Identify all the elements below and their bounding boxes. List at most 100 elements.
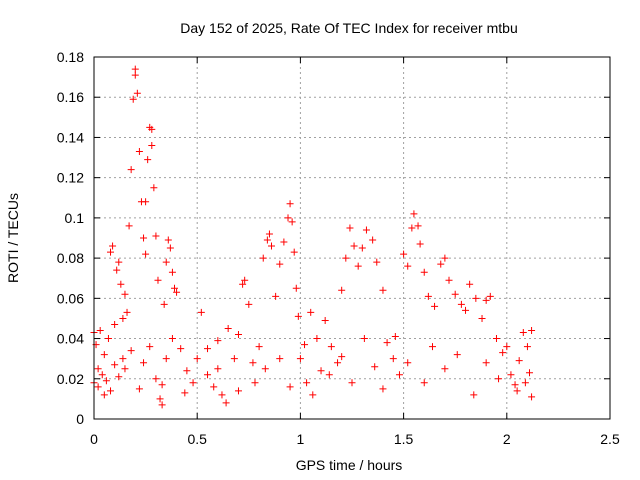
data-point: [395, 371, 403, 379]
data-point: [334, 359, 342, 367]
data-point: [245, 300, 253, 308]
data-point: [131, 65, 139, 73]
data-point: [94, 365, 102, 373]
data-point: [404, 262, 412, 270]
data-point: [98, 371, 106, 379]
data-point: [115, 258, 123, 266]
data-point: [268, 242, 276, 250]
data-point: [284, 214, 292, 222]
data-point: [441, 365, 449, 373]
chart-title: Day 152 of 2025, Rate Of TEC Index for r…: [180, 20, 517, 36]
data-point: [391, 333, 399, 341]
data-point: [360, 335, 368, 343]
x-tick-label: 0.5: [187, 431, 207, 447]
grid: [94, 57, 610, 419]
y-tick-label: 0.04: [57, 331, 84, 347]
y-tick-label: 0: [76, 411, 84, 427]
data-point: [224, 325, 232, 332]
data-point: [276, 355, 284, 363]
data-point: [362, 226, 370, 234]
data-point: [379, 286, 387, 294]
data-point: [309, 391, 317, 399]
y-tick-label: 0.16: [57, 89, 84, 105]
data-point: [451, 290, 459, 298]
data-point: [107, 387, 115, 395]
data-point: [420, 268, 428, 276]
data-point: [140, 359, 148, 367]
data-point: [181, 389, 189, 397]
data-point: [389, 355, 397, 363]
data-point: [214, 365, 222, 373]
data-point: [495, 375, 503, 383]
x-tick-label: 1.5: [394, 431, 414, 447]
data-point: [416, 240, 424, 248]
data-point: [482, 359, 490, 367]
data-point: [478, 314, 486, 322]
data-point: [358, 244, 366, 252]
data-point: [148, 125, 156, 133]
data-point: [160, 300, 168, 308]
data-point: [107, 248, 115, 256]
data-point: [255, 343, 263, 351]
data-point: [162, 258, 170, 266]
data-point: [133, 89, 141, 97]
axis-ticks: 0 0.5 1 1.5 2 2.5 0 0.02 0.04 0.06 0.08 0.1 0.12 0.14…: [57, 49, 620, 447]
data-point: [135, 385, 143, 393]
data-point: [170, 284, 178, 292]
data-point: [100, 391, 108, 399]
data-point: [414, 222, 422, 230]
y-tick-label: 0.06: [57, 290, 84, 306]
data-point: [296, 355, 304, 363]
data-point: [146, 343, 154, 351]
data-point: [350, 242, 358, 250]
data-point: [346, 224, 354, 232]
data-point: [121, 290, 129, 298]
data-point: [526, 369, 534, 377]
data-point: [470, 391, 478, 399]
data-point: [150, 184, 158, 192]
data-point: [288, 218, 296, 226]
y-axis-label: ROTI / TECUs: [5, 193, 21, 283]
data-point: [437, 260, 445, 268]
data-point: [197, 308, 205, 316]
data-point: [307, 308, 315, 316]
data-point: [127, 166, 135, 174]
data-point: [204, 345, 212, 353]
data-point: [100, 351, 108, 359]
x-tick-label: 2.5: [600, 431, 620, 447]
data-point: [292, 284, 300, 292]
data-point: [121, 365, 129, 373]
data-point: [239, 280, 247, 288]
data-point: [158, 381, 166, 389]
data-point: [127, 347, 135, 355]
data-point: [183, 367, 191, 375]
data-point: [445, 276, 453, 284]
data-point: [342, 254, 350, 262]
data-point: [317, 367, 325, 375]
data-point: [369, 236, 377, 244]
data-point: [259, 254, 267, 262]
data-point: [431, 302, 439, 310]
data-point: [234, 331, 242, 339]
data-point: [511, 381, 519, 389]
data-point: [164, 236, 172, 244]
data-point: [453, 351, 461, 359]
data-point: [321, 316, 329, 324]
data-point: [261, 365, 269, 373]
data-point: [158, 401, 166, 409]
data-point: [177, 345, 185, 353]
data-point: [168, 268, 176, 276]
data-point: [193, 355, 201, 363]
data-point: [162, 355, 170, 363]
data-point: [123, 308, 131, 316]
data-point: [222, 399, 230, 407]
data-point: [140, 234, 148, 242]
data-point: [515, 357, 523, 365]
data-point: [113, 266, 121, 274]
data-point: [466, 280, 474, 288]
data-point: [286, 200, 294, 208]
data-point: [94, 383, 102, 391]
data-point: [338, 353, 346, 361]
data-point: [294, 312, 302, 320]
plot-border: [93, 56, 611, 420]
